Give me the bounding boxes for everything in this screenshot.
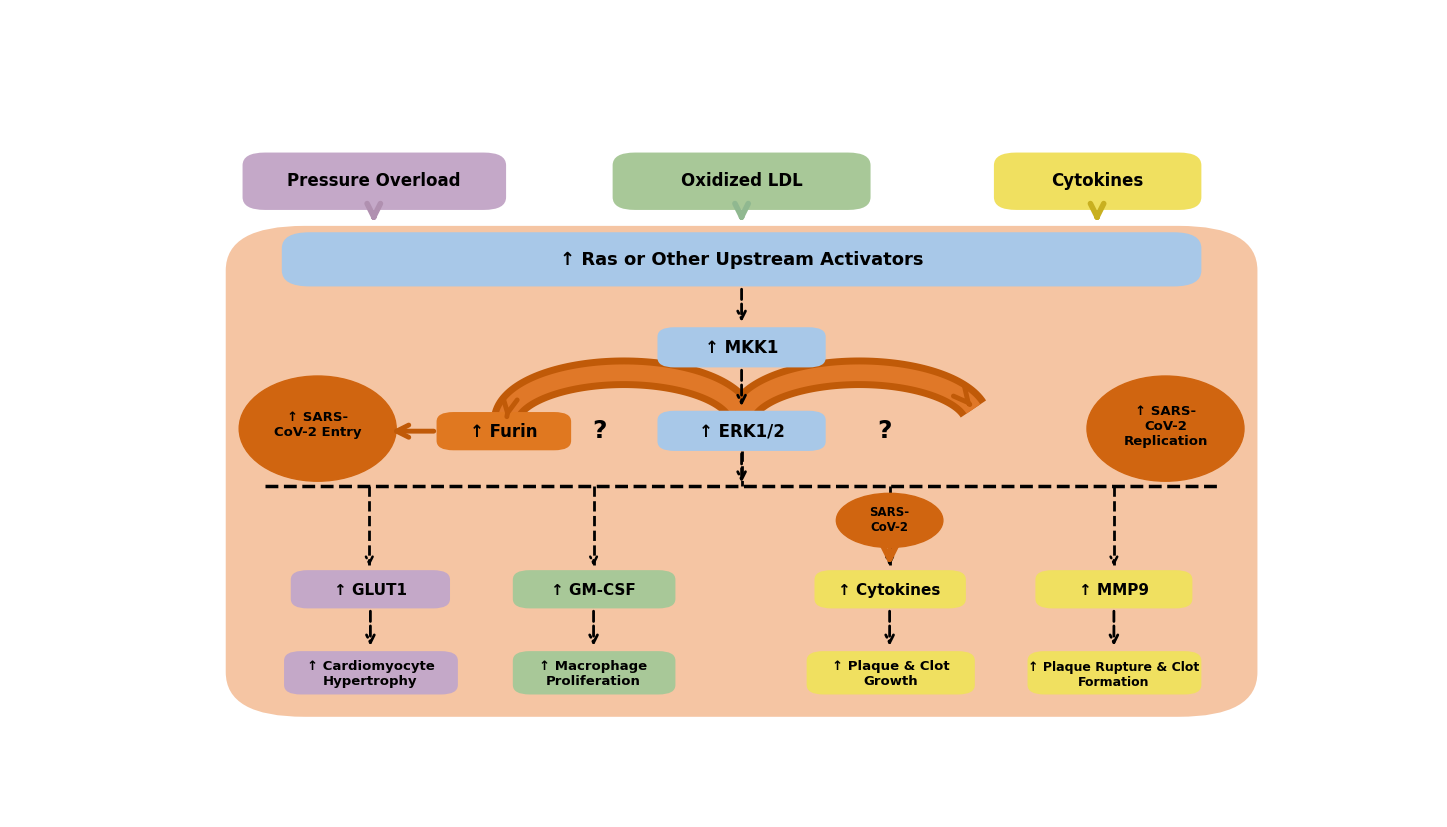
Text: ↑ Furin: ↑ Furin <box>470 423 538 441</box>
FancyBboxPatch shape <box>282 233 1201 287</box>
Text: Cytokines: Cytokines <box>1051 172 1143 189</box>
FancyBboxPatch shape <box>1027 652 1201 695</box>
Text: ↑ Ras or Other Upstream Activators: ↑ Ras or Other Upstream Activators <box>560 251 923 269</box>
Text: ↑ Cardiomyocyte
Hypertrophy: ↑ Cardiomyocyte Hypertrophy <box>307 659 434 687</box>
Text: ↑ MMP9: ↑ MMP9 <box>1079 582 1149 597</box>
Text: Oxidized LDL: Oxidized LDL <box>680 172 803 189</box>
Text: SARS-
CoV-2: SARS- CoV-2 <box>870 505 910 533</box>
FancyBboxPatch shape <box>291 571 450 609</box>
Text: ↑ SARS-
CoV-2 Entry: ↑ SARS- CoV-2 Entry <box>273 410 362 438</box>
Text: ↑ GM-CSF: ↑ GM-CSF <box>551 582 635 597</box>
FancyBboxPatch shape <box>657 411 826 452</box>
Text: ↑ Plaque & Clot
Growth: ↑ Plaque & Clot Growth <box>832 659 949 687</box>
Ellipse shape <box>239 376 396 481</box>
FancyBboxPatch shape <box>243 153 506 211</box>
FancyBboxPatch shape <box>512 571 676 609</box>
FancyBboxPatch shape <box>284 652 457 695</box>
Ellipse shape <box>836 494 943 547</box>
Text: Pressure Overload: Pressure Overload <box>287 172 460 189</box>
FancyBboxPatch shape <box>994 153 1201 211</box>
Text: ↑ MKK1: ↑ MKK1 <box>705 338 778 356</box>
FancyBboxPatch shape <box>437 413 572 451</box>
FancyBboxPatch shape <box>815 571 967 609</box>
Text: ↑ Plaque Rupture & Clot
Formation: ↑ Plaque Rupture & Clot Formation <box>1029 660 1200 688</box>
FancyBboxPatch shape <box>612 153 871 211</box>
FancyBboxPatch shape <box>512 652 676 695</box>
Text: ↑ SARS-
CoV-2
Replication: ↑ SARS- CoV-2 Replication <box>1123 404 1208 447</box>
Text: ?: ? <box>592 418 606 442</box>
FancyBboxPatch shape <box>226 227 1257 717</box>
FancyBboxPatch shape <box>657 327 826 368</box>
Text: ?: ? <box>877 418 891 442</box>
Text: ↑ Cytokines: ↑ Cytokines <box>838 582 941 597</box>
FancyBboxPatch shape <box>1036 571 1192 609</box>
FancyBboxPatch shape <box>806 652 975 695</box>
Text: ↑ GLUT1: ↑ GLUT1 <box>334 582 407 597</box>
Ellipse shape <box>1087 376 1244 481</box>
Text: ↑ ERK1/2: ↑ ERK1/2 <box>699 422 784 440</box>
Text: ↑ Macrophage
Proliferation: ↑ Macrophage Proliferation <box>540 659 648 687</box>
